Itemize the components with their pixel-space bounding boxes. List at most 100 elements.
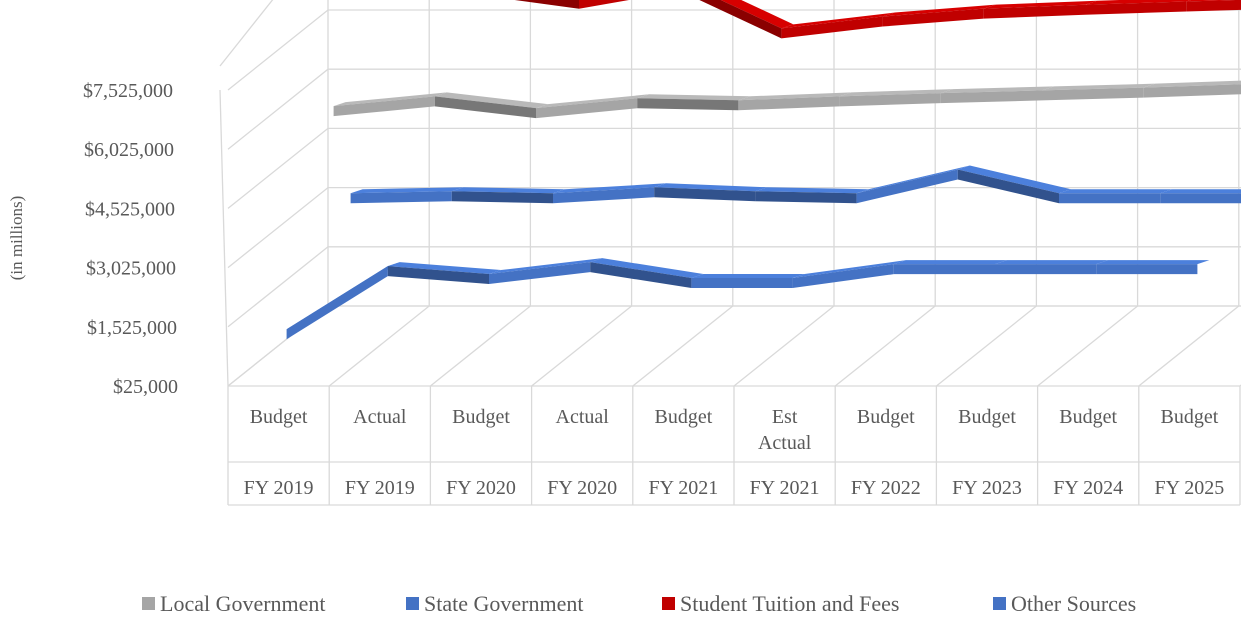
- series-segment-top: [893, 260, 1007, 265]
- floor-depth-line: [935, 305, 1037, 387]
- x-tick-label: Est: [772, 406, 798, 428]
- x-tick-label: Budget: [1059, 406, 1117, 428]
- series-segment: [286, 266, 388, 340]
- legend: Local Government State Government Student …: [142, 591, 1136, 616]
- x-group-label: FY 2023: [952, 477, 1022, 499]
- series-segment: [590, 262, 692, 288]
- series-segment-top: [1143, 80, 1241, 88]
- floor-depth-line: [834, 305, 936, 387]
- series-segment: [957, 169, 1059, 204]
- series-segment: [940, 90, 1042, 104]
- series-segment-top: [720, 0, 794, 29]
- series-segment-top: [451, 187, 565, 194]
- floor-depth-line: [429, 305, 531, 387]
- series-segment: [691, 277, 793, 288]
- legend-item: State Government: [406, 591, 583, 616]
- series-segment: [882, 8, 984, 27]
- x-tick-label: Budget: [452, 406, 510, 428]
- series-other-sources: [350, 165, 1241, 204]
- series-segment: [1085, 1, 1187, 15]
- legend-swatch: [993, 597, 1006, 610]
- grid-line-horizontal: [227, 9, 1241, 91]
- series-segment-top: [755, 187, 869, 194]
- x-group-label: FY 2019: [244, 477, 314, 499]
- series-student-tuition-and-fees: [514, 0, 1241, 39]
- series-segment: [451, 191, 553, 204]
- series-segment-top: [983, 0, 1097, 9]
- series-state-government: [286, 258, 1210, 340]
- series-segment: [333, 96, 435, 117]
- series-segment: [1143, 84, 1241, 98]
- y-axis-label: (in millions): [7, 196, 26, 281]
- series-segment-top: [434, 92, 548, 109]
- series-segment: [893, 264, 995, 275]
- series-segment-top: [792, 260, 906, 278]
- series-segment-top: [1085, 0, 1191, 5]
- legend-label: Local Government: [160, 591, 326, 616]
- series-segment: [1042, 87, 1144, 101]
- x-group-label: FY 2020: [547, 477, 617, 499]
- x-group-label: FY 2022: [851, 477, 921, 499]
- legend-label: Other Sources: [1011, 591, 1136, 616]
- series-segment: [738, 96, 840, 111]
- series-segment: [792, 264, 894, 288]
- series-segment: [637, 98, 739, 111]
- series-segment-top: [387, 262, 501, 275]
- series-segment-top: [590, 258, 704, 278]
- x-tick-label: Actual: [353, 406, 407, 428]
- series-segment: [1186, 0, 1241, 12]
- floor-depth-line: [733, 305, 835, 387]
- x-tick-label: Budget: [1161, 406, 1219, 428]
- x-group-label: FY 2025: [1154, 477, 1224, 499]
- floor-depth-line: [632, 305, 734, 387]
- series-segment: [1096, 264, 1198, 275]
- series-segment: [434, 96, 536, 119]
- legend-swatch: [142, 597, 155, 610]
- x-group-label: FY 2021: [648, 477, 718, 499]
- series-segment: [489, 262, 591, 285]
- y-tick-label: $25,000: [113, 376, 178, 398]
- series-segment: [514, 0, 579, 9]
- x-tick-label: Budget: [655, 406, 713, 428]
- side-wall-front-edge: [219, 89, 229, 387]
- series-segment: [995, 264, 1097, 275]
- series-segment-top: [553, 183, 667, 194]
- y-tick-label: $3,025,000: [86, 258, 176, 280]
- y-tick-label: $7,525,000: [83, 80, 173, 102]
- x-tick-label: Budget: [250, 406, 308, 428]
- x-tick-label: Actual: [758, 432, 812, 454]
- x-group-label: FY 2020: [446, 477, 516, 499]
- series-segment-top: [1160, 189, 1241, 194]
- x-tick-label: Budget: [857, 406, 915, 428]
- series-local-government: [333, 80, 1241, 119]
- chart-gridlines: [219, 0, 1241, 387]
- x-group-label: FY 2021: [750, 477, 820, 499]
- floor-depth-line: [1138, 305, 1240, 387]
- floor-depth-line: [1037, 305, 1139, 387]
- series-segment-top: [637, 94, 751, 101]
- series-segment-top: [839, 89, 953, 97]
- series-segment: [699, 0, 782, 39]
- x-tick-label: Budget: [958, 406, 1016, 428]
- series-segment: [387, 266, 489, 285]
- series-segment: [553, 187, 655, 204]
- grid-line-horizontal: [227, 246, 1241, 328]
- legend-swatch: [662, 597, 675, 610]
- series-segment-top: [957, 165, 1071, 194]
- series-segment-top: [1059, 189, 1173, 194]
- legend-label: State Government: [424, 591, 583, 616]
- x-tick-label: Actual: [556, 406, 610, 428]
- series-segment: [856, 169, 958, 204]
- series-segment-top: [995, 260, 1109, 265]
- series-segment-top: [350, 187, 464, 194]
- series-segment-top: [1042, 83, 1156, 91]
- series-segment-top: [536, 94, 650, 109]
- y-tick-label: $4,525,000: [85, 198, 175, 220]
- series-segment-top: [691, 273, 805, 278]
- series-segment: [755, 191, 857, 204]
- legend-item: Student Tuition and Fees: [662, 591, 899, 616]
- series-segment: [983, 4, 1085, 19]
- series-segment-top: [738, 92, 852, 101]
- series-segment-top: [1186, 0, 1236, 2]
- series-segment-top: [333, 92, 447, 107]
